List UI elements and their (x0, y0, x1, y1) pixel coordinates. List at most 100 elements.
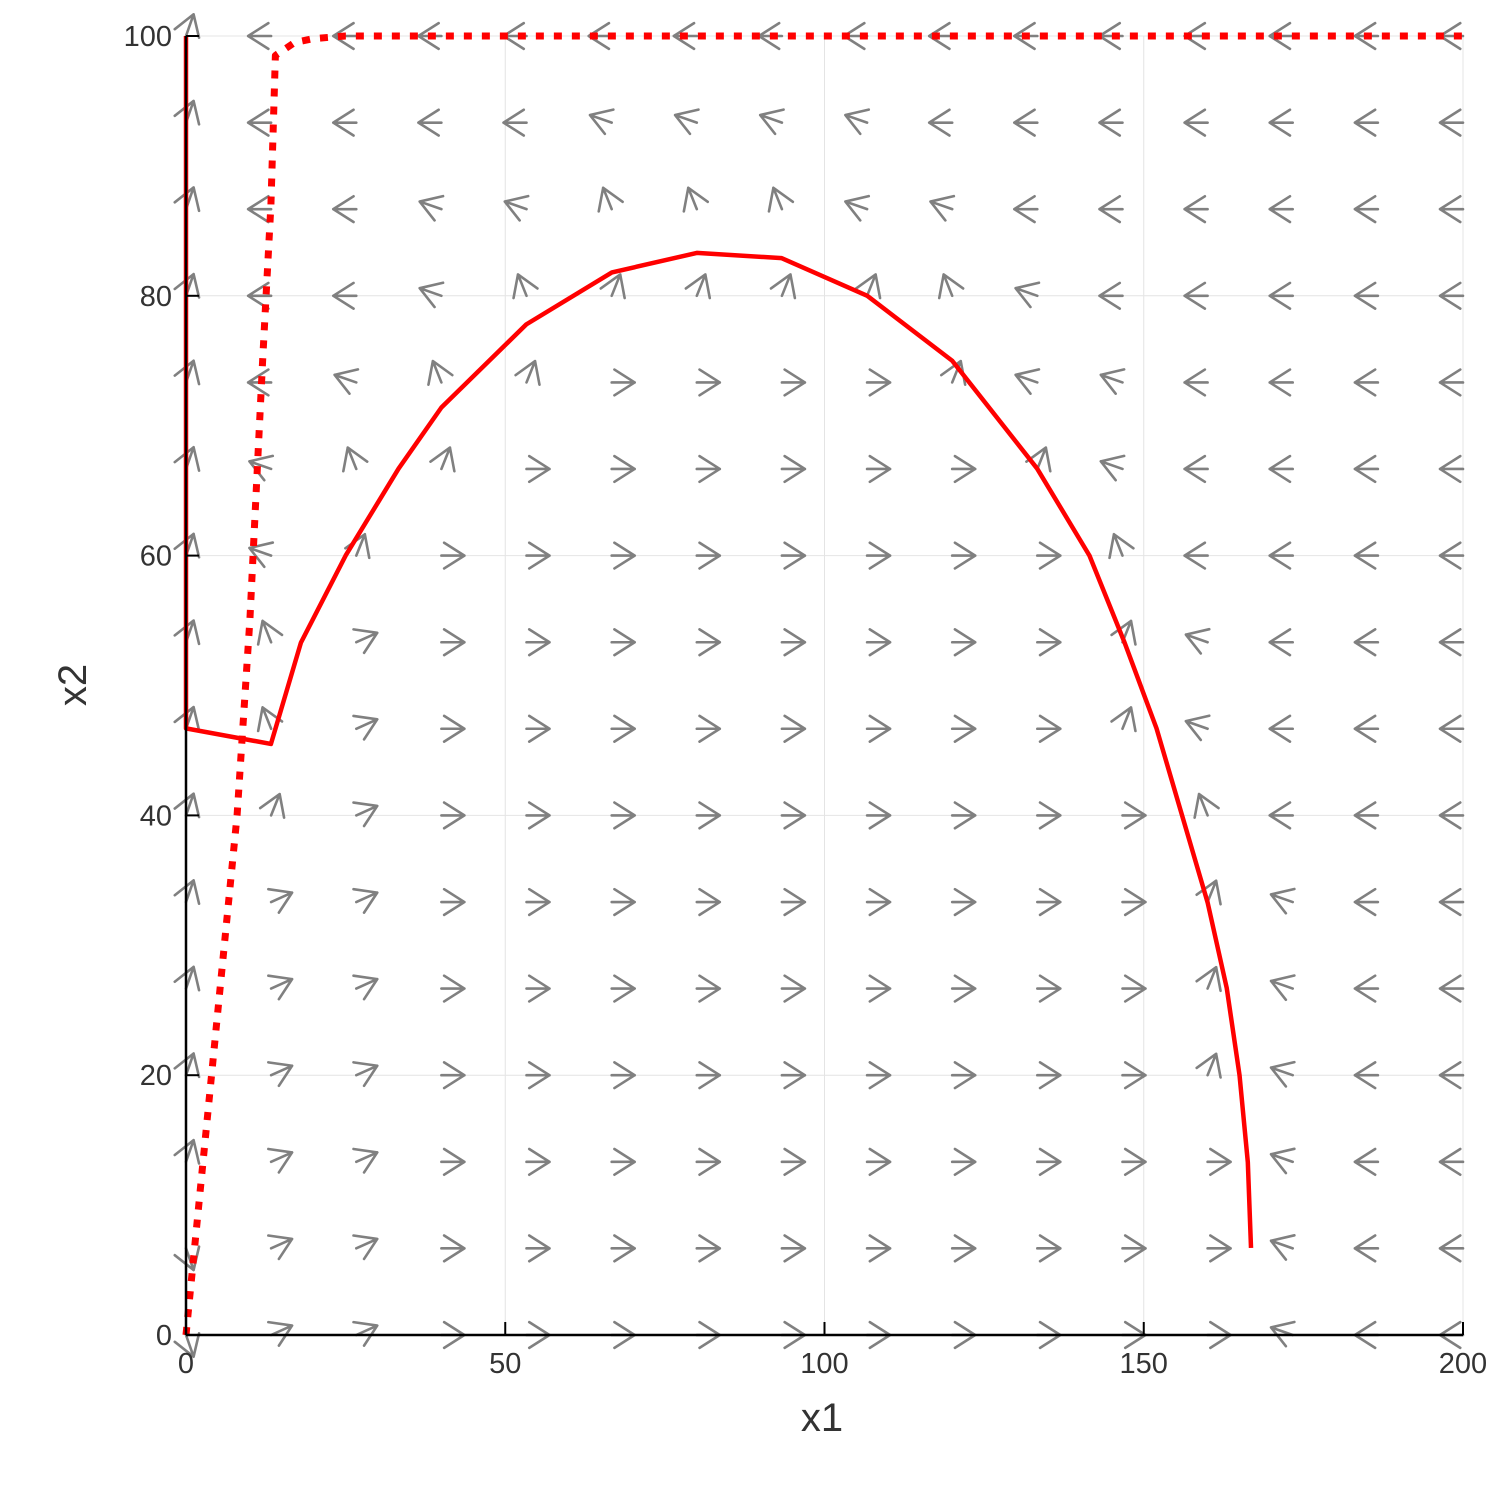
field-arrow (1193, 792, 1220, 819)
field-arrow (173, 12, 201, 39)
field-arrow (780, 368, 807, 397)
field-arrow (440, 714, 466, 743)
field-arrow (673, 108, 700, 136)
field-arrow (1269, 1060, 1296, 1088)
field-arrow (352, 887, 379, 914)
field-arrow (695, 714, 722, 743)
field-arrow (427, 359, 454, 386)
field-arrow (173, 1332, 201, 1359)
field-arrow (1269, 887, 1296, 915)
vector-field (173, 12, 1465, 1359)
field-arrow (1438, 1061, 1465, 1090)
field-arrow (352, 974, 379, 1001)
x-ticks: 0 50 100 150 200 (178, 1322, 1487, 1380)
field-arrow (1013, 108, 1039, 137)
field-arrow (610, 368, 636, 397)
field-arrow (610, 1061, 636, 1090)
field-arrow (1353, 887, 1380, 917)
field-arrow (440, 1147, 466, 1176)
field-arrow (440, 1234, 466, 1263)
field-arrow (267, 1320, 294, 1347)
y-ticks: 0 20 40 60 80 100 (124, 21, 199, 1352)
x-tick-label: 100 (800, 1348, 848, 1380)
field-arrow (1438, 887, 1465, 917)
field-arrow (1438, 974, 1465, 1003)
field-arrow (440, 974, 466, 1003)
field-arrow (950, 1061, 977, 1090)
field-arrow (1269, 974, 1296, 1002)
field-arrow (1353, 281, 1380, 310)
field-arrow (267, 974, 294, 1001)
x-tick-label: 200 (1439, 1348, 1487, 1380)
field-arrow (1036, 541, 1062, 570)
field-arrow (780, 628, 807, 657)
y-axis-label: x2 (51, 664, 95, 706)
field-arrow (1438, 281, 1465, 310)
field-arrow (1353, 974, 1380, 1003)
field-arrow (440, 1061, 466, 1090)
field-arrow (1183, 541, 1209, 570)
field-arrow (695, 1061, 722, 1090)
field-arrow (865, 628, 892, 657)
field-arrow (950, 1147, 977, 1176)
field-arrow (610, 1147, 636, 1176)
field-arrow (248, 541, 275, 569)
field-arrow (503, 194, 530, 222)
field-arrow (1268, 714, 1295, 743)
series (182, 32, 1463, 1336)
field-arrow (258, 792, 286, 819)
field-arrow (1268, 368, 1295, 397)
field-arrow (1353, 1234, 1380, 1263)
field-arrow (525, 1147, 551, 1176)
field-arrow (267, 1234, 294, 1261)
field-arrow (865, 1061, 892, 1090)
field-arrow (1098, 281, 1124, 310)
field-arrow (950, 454, 977, 484)
field-arrow (1438, 628, 1465, 657)
field-arrow (950, 714, 977, 743)
x-tick-label: 50 (489, 1348, 521, 1380)
field-arrow (1121, 1234, 1147, 1263)
y-tick-label: 40 (140, 800, 172, 832)
field-arrow (695, 454, 722, 484)
field-arrow (597, 186, 624, 213)
field-arrow (865, 1147, 892, 1176)
field-arrow (173, 792, 201, 819)
field-arrow (1183, 368, 1209, 397)
field-arrow (525, 1061, 551, 1090)
field-arrow (248, 454, 275, 482)
field-arrow (1268, 628, 1295, 657)
field-arrow (780, 801, 807, 830)
field-arrow (1121, 801, 1147, 830)
field-arrow (780, 714, 807, 743)
field-arrow (767, 186, 795, 213)
field-arrow (844, 108, 871, 136)
field-arrow (1110, 706, 1137, 733)
field-arrow (1036, 1147, 1062, 1176)
field-arrow (682, 186, 710, 213)
field-arrow (684, 273, 712, 300)
field-arrow (417, 108, 443, 137)
field-arrow (610, 974, 636, 1003)
field-arrow (525, 714, 551, 743)
series-line-dotted (182, 32, 1463, 1336)
field-arrow (525, 454, 551, 484)
field-arrow (1268, 454, 1295, 484)
field-arrow (1438, 1147, 1465, 1176)
field-arrow (1014, 281, 1041, 309)
field-arrow (256, 706, 284, 733)
field-arrow (1438, 368, 1465, 397)
field-arrow (1099, 454, 1126, 482)
field-arrow (429, 446, 456, 473)
field-arrow (418, 281, 445, 309)
field-arrow (1206, 1234, 1232, 1263)
field-arrow (1183, 108, 1209, 137)
field-arrow (440, 628, 466, 657)
field-arrow (1036, 714, 1062, 743)
field-arrow (610, 714, 636, 743)
field-arrow (780, 1147, 807, 1176)
field-arrow (1268, 108, 1295, 137)
field-arrow (512, 273, 539, 300)
field-arrow (1269, 1147, 1296, 1175)
